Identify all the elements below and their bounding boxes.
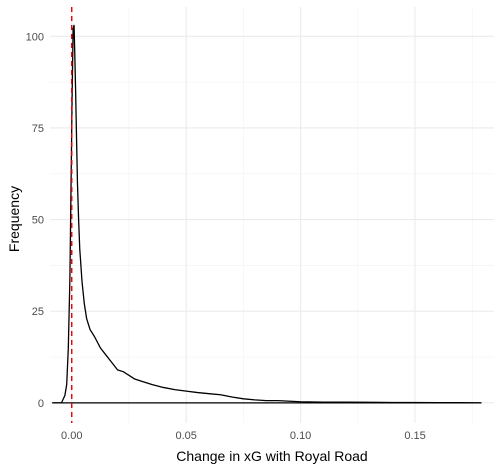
data-layer <box>52 7 482 423</box>
y-tick-label: 100 <box>26 31 44 43</box>
y-tick-label: 25 <box>32 306 44 318</box>
grid-layer <box>50 7 494 423</box>
x-tick-label: 0.00 <box>61 430 82 442</box>
y-tick-label: 0 <box>38 398 44 410</box>
tick-layer: 0.00 0.05 0.10 0.15 0 25 50 75 100 <box>26 31 426 442</box>
y-tick-label: 75 <box>32 123 44 135</box>
y-axis-title: Frequency <box>6 186 22 252</box>
y-tick-label: 50 <box>32 215 44 227</box>
x-tick-label: 0.15 <box>404 430 425 442</box>
x-tick-label: 0.10 <box>290 430 311 442</box>
density-curve <box>52 24 482 404</box>
x-tick-label: 0.05 <box>175 430 196 442</box>
x-axis-title: Change in xG with Royal Road <box>176 448 367 464</box>
